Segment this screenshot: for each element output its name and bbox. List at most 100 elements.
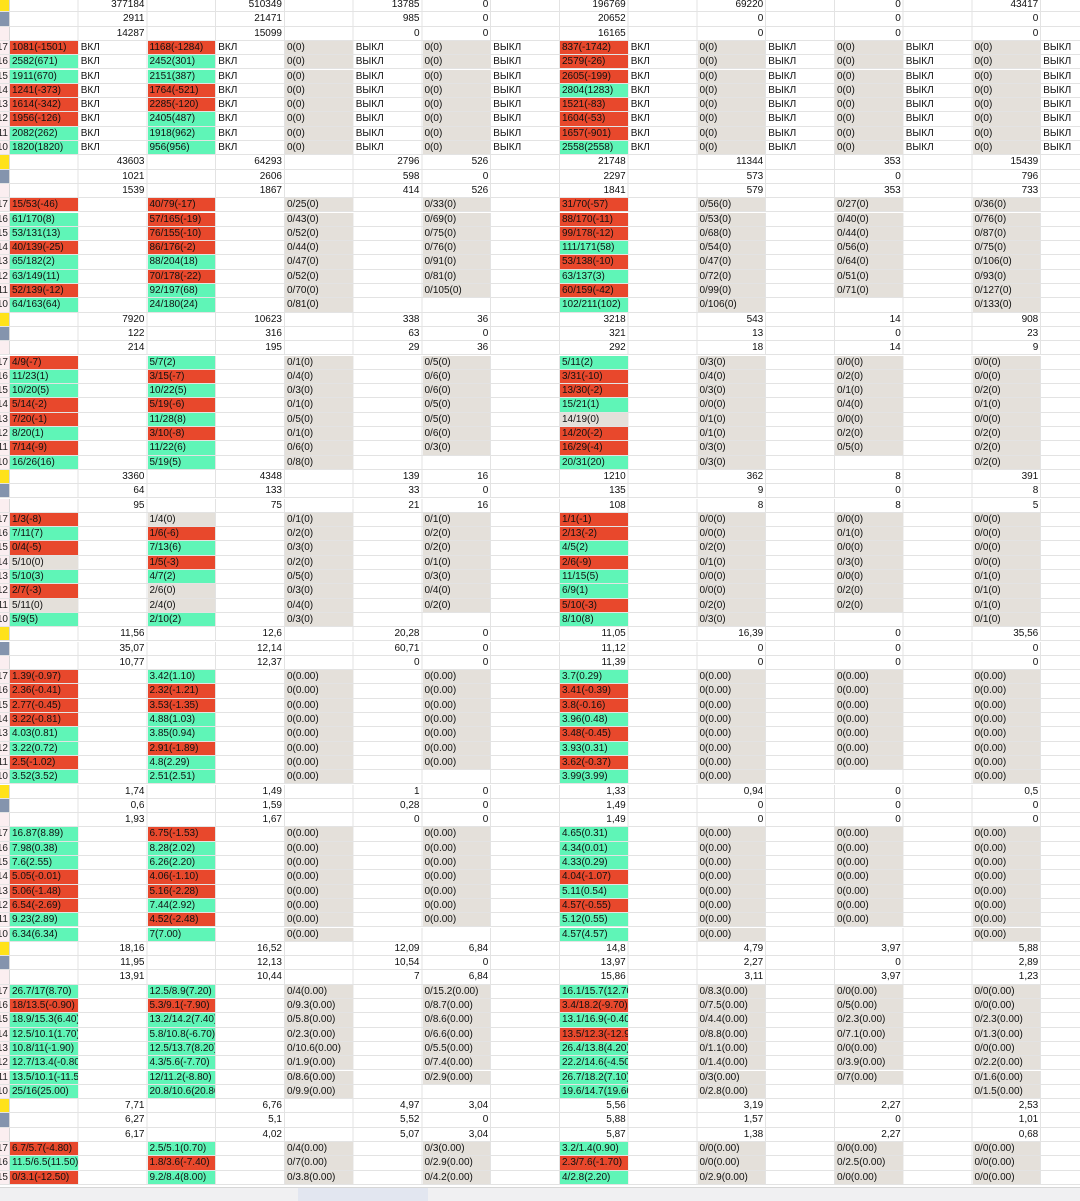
cell-value: 111/171(58) <box>560 241 628 255</box>
cell-value: 5/7(2) <box>147 355 216 369</box>
summary-value: 20652 <box>597 13 626 25</box>
cell-value: 1614(-342) <box>10 98 78 112</box>
summary-value: 0 <box>757 814 764 826</box>
summary-value: 3,04 <box>468 1100 489 1112</box>
data-row: 117/14(-9) 11/22(6) 0/6(0) 0/3(0) 16/29(-4) 0… <box>0 441 1080 456</box>
cell-value: 2579(-26) <box>560 55 628 69</box>
summary-value: 36 <box>477 342 489 354</box>
cell-status: ВЫКЛ <box>1043 127 1072 139</box>
data-row: 115/11(0) 2/4(0) 0/4(0) 0/2(0) 5/10(-3) 0/2(0… <box>0 598 1080 613</box>
cell-value: 0/4(0) <box>422 584 491 598</box>
summary-value: 0 <box>482 327 489 339</box>
cell-value: 5.16(-2.28) <box>147 884 216 898</box>
cell-value: 0/52(0) <box>285 226 353 241</box>
cell-value: 0/44(0) <box>285 241 353 255</box>
cell-value: 61/170(8) <box>10 212 78 226</box>
cell-status: ВЫКЛ <box>1043 70 1072 82</box>
row-header: 14 <box>0 241 10 255</box>
cell-value: 0(0) <box>835 98 903 112</box>
cell-value: 3/31(-10) <box>560 369 628 384</box>
cell-value: 0(0.00) <box>697 684 766 698</box>
summary-value: 0 <box>895 628 901 640</box>
summary-value: 21 <box>408 499 420 511</box>
row-label: 12 <box>0 428 8 439</box>
cell-value: 0/70(0) <box>285 284 353 298</box>
cell-value: 1918(962) <box>147 126 216 140</box>
cell-value: 0/4(0.00) <box>285 984 353 998</box>
cell-value: 0/2(0) <box>422 598 491 612</box>
cell-value: 0(0.00) <box>285 755 353 770</box>
row-marker <box>0 469 10 484</box>
cell-value: 86/176(-2) <box>147 241 216 255</box>
cell-status: ВЫКЛ <box>355 99 384 111</box>
cell-value: 0(0.00) <box>972 870 1041 884</box>
cell-value: 0(0) <box>285 55 353 69</box>
cell-value: 0(0.00) <box>285 870 353 884</box>
cell-status: ВЫКЛ <box>905 127 934 139</box>
cell-value: 0/51(0) <box>835 269 903 283</box>
data-row: 151911(670)ВКЛ2151(387)ВКЛ0(0)ВЫКЛ0(0)ВЫ… <box>0 69 1080 84</box>
sheet-tab[interactable] <box>298 1188 428 1201</box>
row-label: 16 <box>0 56 8 68</box>
cell-value: 0/8(0) <box>285 455 353 469</box>
summary-value: 35,56 <box>1013 628 1039 640</box>
cell-value: 1/3(-8) <box>10 512 78 527</box>
row-label: 11 <box>0 599 8 611</box>
cell-value: 0/0(0.00) <box>972 1156 1041 1170</box>
cell-value: 0/0(0.00) <box>835 1142 903 1156</box>
cell-value: 0(0.00) <box>422 898 491 913</box>
cell-status: ВКЛ <box>218 142 238 153</box>
cell-value: 3.7(0.29) <box>560 670 628 684</box>
cell-value: 1820(1820) <box>10 141 78 155</box>
summary-value: 362 <box>746 470 764 482</box>
cell-value: 0(0) <box>697 69 766 83</box>
cell-status: ВЫКЛ <box>768 142 797 153</box>
cell-value: 9.23(2.89) <box>10 913 78 927</box>
cell-value: 0/4(0) <box>285 598 353 612</box>
row-marker <box>0 484 10 498</box>
summary-value: 5,56 <box>606 1100 626 1112</box>
cell-status: ВЫКЛ <box>355 113 384 125</box>
cell-value: 26.7/17(8.70) <box>10 984 78 998</box>
cell-value: 12.5/10.1(1.70) <box>10 1027 78 1041</box>
cell-value: 0/0(0) <box>972 355 1041 369</box>
cell-value: 2.32(-1.21) <box>147 684 216 698</box>
cell-value: 0(0.00) <box>835 841 903 855</box>
cell-status: ВЫКЛ <box>905 142 934 153</box>
row-header: 13 <box>0 884 10 898</box>
cell-value: 0(0) <box>285 83 353 98</box>
cell-value: 0/1.9(0.00) <box>285 1056 353 1070</box>
cell-value: 5.12(0.55) <box>560 913 628 927</box>
row-marker <box>0 498 10 512</box>
cell-value: 2151(387) <box>147 69 216 83</box>
row-header: 13 <box>0 98 10 112</box>
summary-value: 13,97 <box>600 957 626 969</box>
row-label: 17 <box>0 199 8 211</box>
summary-row: 6,27 5,1 5,52 0 5,88 1,57 0 1,01 <box>0 1113 1080 1128</box>
cell-value: 0/5(0) <box>285 570 353 584</box>
summary-value: 12,6 <box>262 628 282 640</box>
cell-value: 0(0.00) <box>285 698 353 712</box>
data-row: 1611/23(1) 3/15(-7) 0/4(0) 0/6(0) 3/31(-10) 0… <box>0 369 1080 385</box>
cell-value: 0(0.00) <box>697 755 766 770</box>
cell-value: 0/5(0) <box>422 412 491 426</box>
summary-value: 9 <box>1032 342 1039 354</box>
cell-value: 9.2/8.4(8.00) <box>147 1170 216 1184</box>
cell-value: 0(0.00) <box>972 727 1041 741</box>
cell-value: 0(0.00) <box>285 670 353 684</box>
cell-status: ВЫКЛ <box>493 41 522 53</box>
cell-value: 16/26(16) <box>10 455 78 469</box>
summary-value: 0 <box>482 642 489 654</box>
summary-value: 0,68 <box>1018 1128 1039 1140</box>
row-label: 15 <box>0 227 8 239</box>
summary-value: 12,37 <box>256 656 282 668</box>
cell-value: 102/211(102) <box>560 298 628 312</box>
summary-value: 0 <box>895 0 901 10</box>
cell-value: 0/6(0) <box>422 384 491 398</box>
cell-value: 0/52(0) <box>285 269 353 283</box>
summary-value: 11,56 <box>120 628 145 640</box>
summary-value: 1,59 <box>262 799 282 811</box>
cell-value: 26.7/18.2(7.10) <box>560 1070 628 1084</box>
cell-value: 0/0(0.00) <box>972 984 1041 998</box>
cell-value: 6.26(2.20) <box>147 856 216 870</box>
